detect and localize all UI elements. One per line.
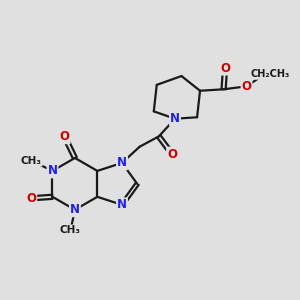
Text: N: N <box>170 112 180 125</box>
Text: N: N <box>117 198 127 211</box>
Text: O: O <box>167 148 177 160</box>
Text: N: N <box>117 156 127 170</box>
Text: CH₃: CH₃ <box>21 156 42 166</box>
Text: O: O <box>242 80 251 93</box>
Text: O: O <box>220 61 230 75</box>
Text: CH₂CH₃: CH₂CH₃ <box>250 69 290 79</box>
Text: O: O <box>26 192 36 205</box>
Text: N: N <box>47 164 58 177</box>
Text: N: N <box>70 203 80 216</box>
Text: CH₃: CH₃ <box>60 225 81 236</box>
Text: O: O <box>60 130 70 143</box>
